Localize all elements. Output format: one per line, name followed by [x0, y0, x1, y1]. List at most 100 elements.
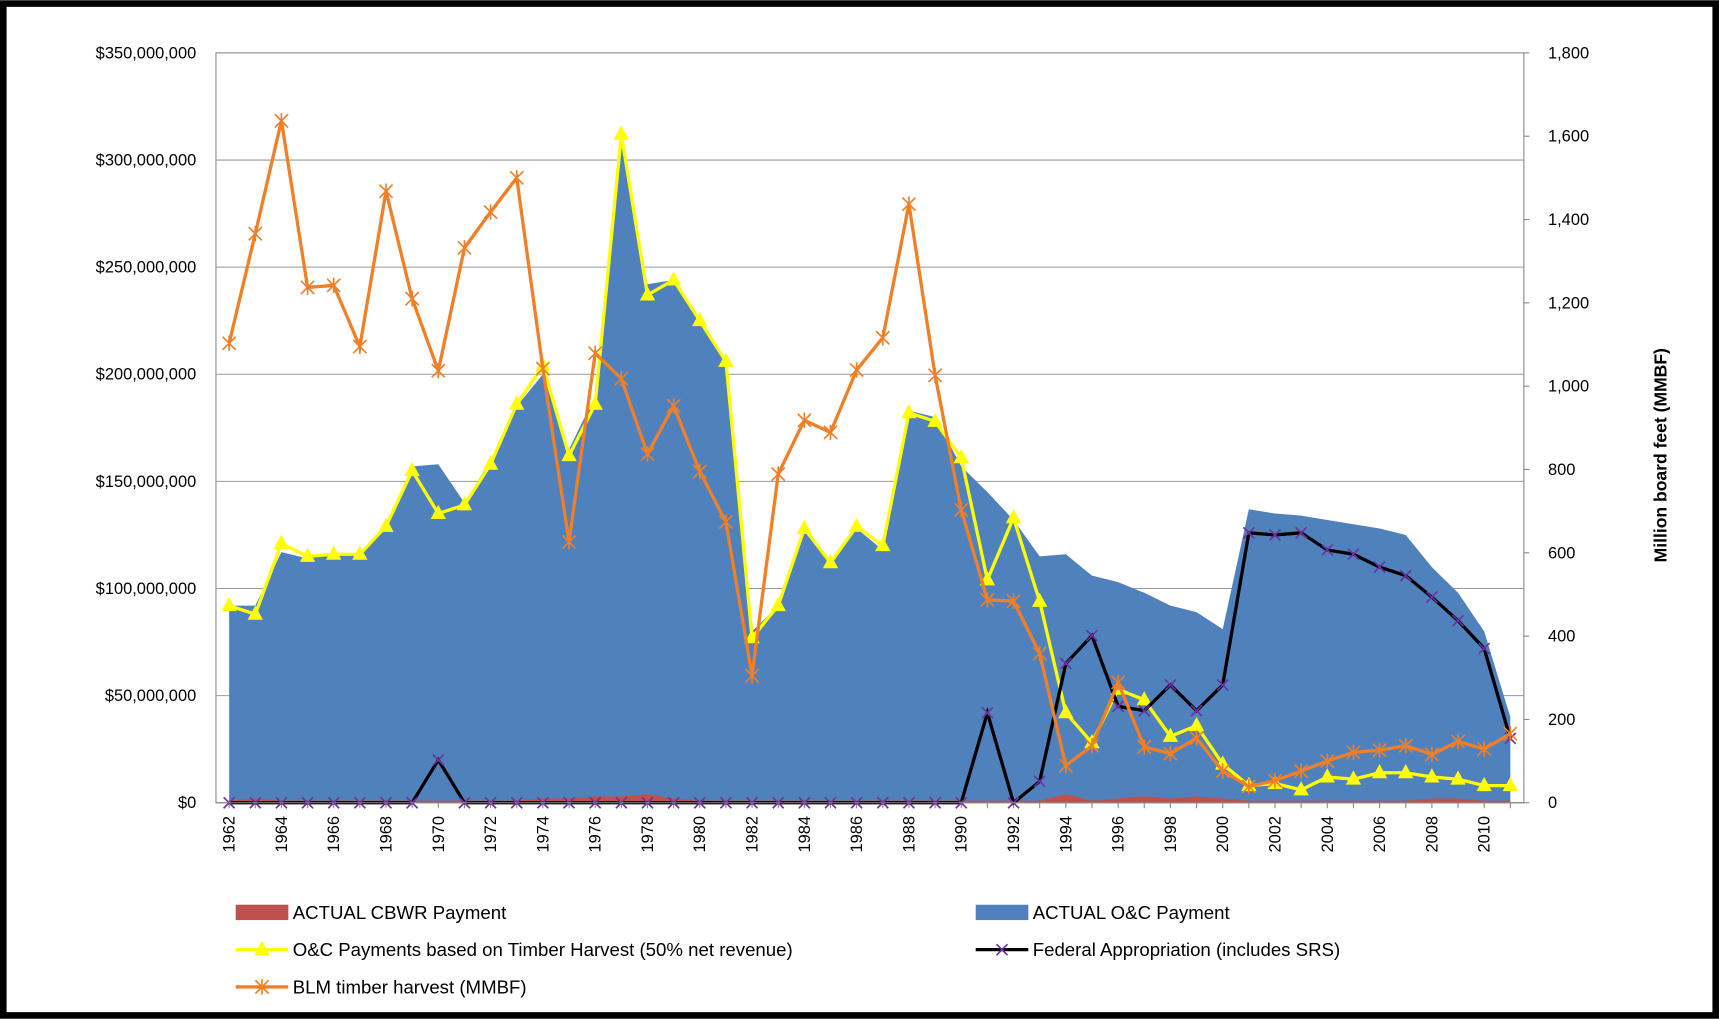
marker [927, 367, 943, 384]
x-tick-label: 2010 [1476, 816, 1494, 853]
marker [1424, 768, 1440, 783]
x-tick-label: 1972 [482, 816, 500, 853]
marker [1371, 763, 1388, 779]
legend-label: ACTUAL CBWR Payment [293, 902, 507, 923]
marker [640, 446, 655, 462]
marker [482, 455, 499, 470]
marker [901, 196, 917, 212]
marker [352, 338, 368, 355]
marker [980, 592, 995, 608]
y2-tick-label: 1,400 [1548, 211, 1589, 229]
marker [875, 330, 890, 346]
marker [1164, 678, 1177, 691]
marker [901, 404, 917, 419]
marker [1136, 691, 1152, 706]
legend-swatch [235, 904, 289, 921]
x-tick-label: 2006 [1371, 816, 1389, 853]
marker [771, 466, 786, 482]
marker [927, 412, 943, 427]
marker [953, 449, 969, 464]
marker [432, 753, 445, 766]
marker [1502, 776, 1518, 792]
y2-tick-label: 1,800 [1548, 44, 1589, 62]
marker [1032, 592, 1048, 607]
marker [1424, 746, 1440, 763]
line [228, 134, 1511, 792]
marker [1085, 629, 1099, 642]
y-tick-label: $200,000,000 [96, 366, 197, 384]
marker [221, 335, 237, 351]
y-tick-label: $100,000,000 [96, 580, 197, 598]
marker [300, 279, 315, 296]
x-tick-label: 2000 [1214, 816, 1232, 853]
x-tick-label: 1994 [1057, 816, 1075, 853]
marker [274, 113, 289, 129]
x-tick-label: 1962 [221, 816, 239, 853]
y-tick-label: $250,000,000 [96, 259, 197, 277]
y2-tick-label: 600 [1548, 544, 1575, 562]
marker [535, 360, 551, 377]
marker [639, 286, 656, 301]
y2-tick-label: 200 [1548, 711, 1575, 729]
marker [1398, 763, 1414, 779]
marker [1372, 742, 1387, 758]
marker [954, 502, 969, 518]
marker [561, 534, 577, 550]
marker [378, 183, 394, 199]
marker [430, 504, 446, 520]
marker [404, 461, 420, 477]
legend-marker [254, 940, 270, 956]
marker [1058, 704, 1074, 719]
marker [1190, 704, 1203, 717]
y2-tick-label: 1,200 [1548, 294, 1589, 312]
marker [981, 706, 994, 719]
marker [509, 395, 525, 410]
marker [456, 496, 473, 511]
marker [848, 517, 865, 532]
marker [875, 536, 891, 552]
y2-tick-label: 1,000 [1548, 378, 1589, 396]
marker [1242, 526, 1255, 539]
marker [1295, 526, 1308, 539]
marker [1188, 716, 1205, 732]
legend-label: Federal Appropriation (includes SRS) [1033, 939, 1340, 960]
marker [1189, 730, 1204, 746]
legend-marker [995, 943, 1009, 956]
marker [247, 605, 263, 620]
marker [1293, 763, 1309, 779]
y-tick-label: $150,000,000 [96, 473, 197, 491]
y2-tick-label: 800 [1548, 461, 1575, 479]
legend-label: BLM timber harvest (MMBF) [293, 977, 527, 998]
marker [1163, 745, 1178, 762]
marker [692, 311, 708, 327]
y2-axis-title: Million board feet (MMBF) [1650, 348, 1670, 562]
marker [1216, 678, 1229, 691]
marker [1268, 528, 1282, 542]
x-tick-label: 1976 [587, 816, 605, 853]
marker [1033, 775, 1046, 788]
marker [1241, 778, 1257, 795]
marker [797, 412, 812, 429]
marker [770, 596, 786, 612]
marker [1084, 738, 1100, 754]
marker [221, 596, 237, 612]
marker [1347, 548, 1360, 561]
marker [1450, 733, 1466, 750]
marker [587, 395, 603, 410]
marker [1477, 741, 1492, 757]
marker [326, 545, 342, 560]
marker [614, 370, 629, 387]
marker [1373, 561, 1386, 574]
marker [1005, 509, 1022, 524]
marker [1478, 642, 1491, 655]
marker [1398, 738, 1413, 754]
x-tick-label: 1992 [1005, 816, 1023, 853]
marker [1137, 739, 1152, 755]
x-tick-label: 1982 [744, 816, 762, 853]
legend-label: O&C Payments based on Timber Harvest (50… [293, 939, 793, 960]
marker [744, 668, 760, 684]
marker [1450, 770, 1466, 785]
marker [378, 517, 394, 532]
